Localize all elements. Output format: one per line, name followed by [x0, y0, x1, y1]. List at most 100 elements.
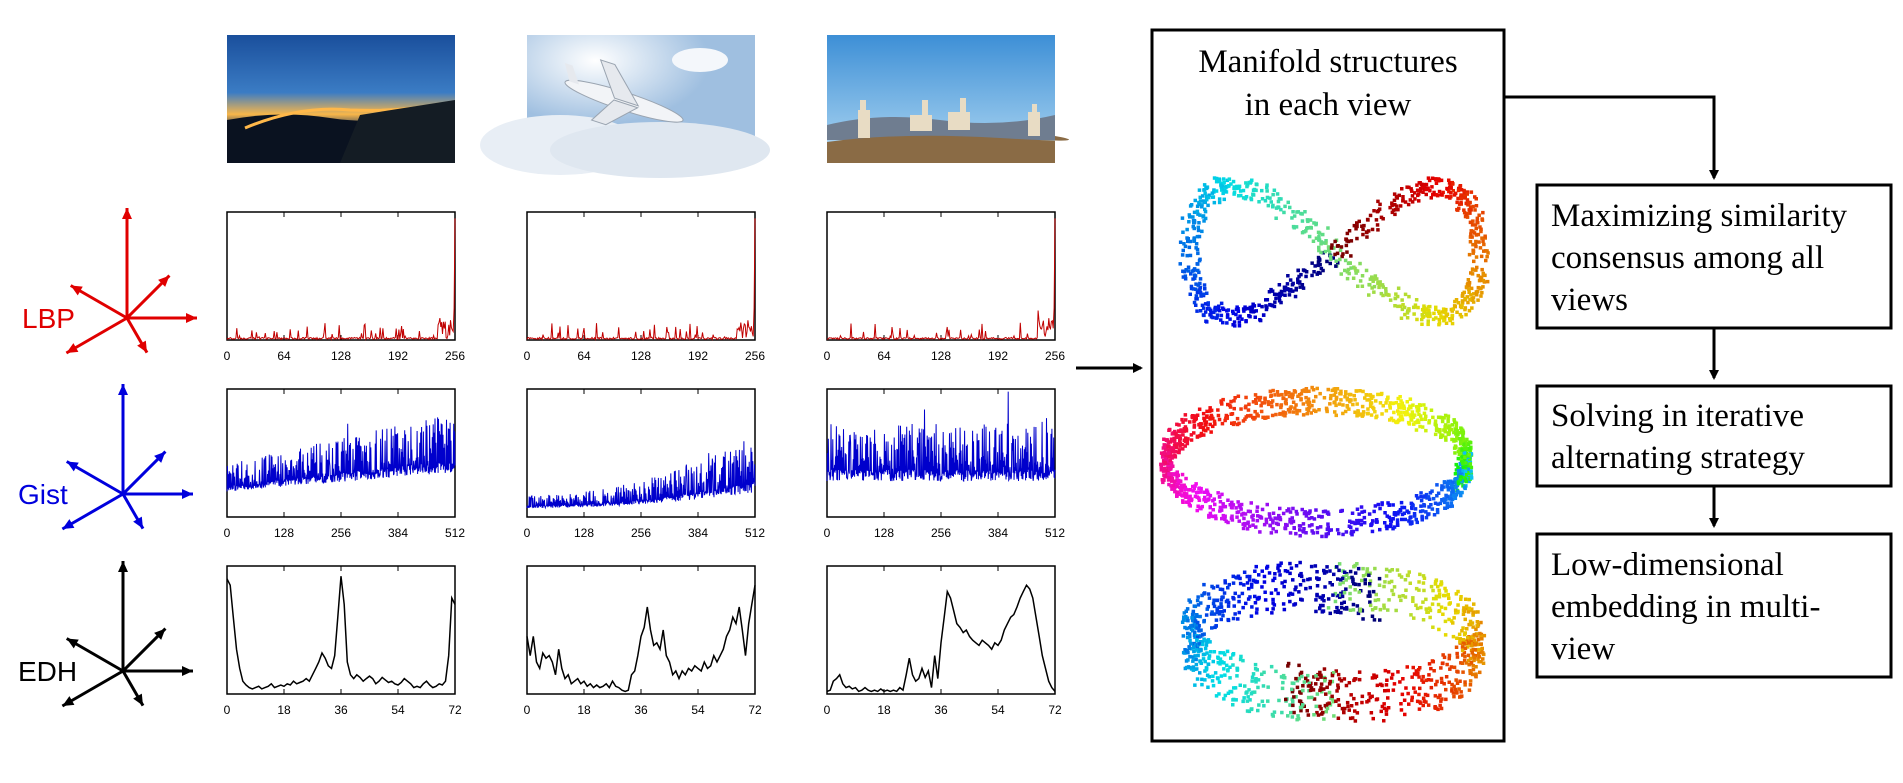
x-tick-label: 64 [277, 349, 291, 363]
feature-axis-arrowhead [133, 693, 143, 706]
chart-lbp-image-2: 0 64 128 192 256 [524, 211, 765, 363]
x-tick-label: 256 [745, 349, 765, 363]
airplane-in-clouds-photo [480, 35, 770, 178]
feature-axis-arrowhead [66, 343, 79, 353]
feature-axis-arrowhead [182, 666, 193, 676]
feature-axis-arrowhead [66, 461, 79, 472]
feature-axis-arrowhead [133, 516, 143, 529]
x-tick-label: 256 [1045, 349, 1065, 363]
svg-text:Solving in iterative: Solving in iterative [1551, 398, 1804, 434]
x-tick-label: 128 [274, 526, 294, 540]
chart-gist-image-2: 0 128 256 384 512 [524, 388, 765, 540]
feature-axis-ray [61, 669, 124, 708]
gist-feature-label: Gist [18, 479, 68, 510]
feature-axis-arrowhead [62, 696, 75, 706]
x-tick-label: 0 [824, 526, 831, 540]
chart-frame [226, 211, 456, 341]
x-tick-label: 0 [524, 349, 531, 363]
x-tick-label: 384 [988, 526, 1008, 540]
lbp-feature-label: LBP [22, 303, 75, 334]
manifold-box-title-line-1: Manifold structures [1198, 44, 1457, 80]
series-line [826, 583, 1056, 693]
flow-arrow-manifolds-to-step-1 [1504, 95, 1719, 180]
feature-axis-arrowhead [70, 285, 83, 296]
x-tick-label: 128 [331, 349, 351, 363]
series-line [226, 576, 456, 690]
feature-axis-ray [65, 316, 128, 355]
chart-lbp-image-1: 0 64 128 192 256 [224, 211, 465, 363]
process-step-iterative-solving: Solving in iterative alternating strateg… [1535, 384, 1893, 488]
edh-feature-icon: EDH [18, 561, 193, 708]
x-tick-label: 36 [934, 703, 948, 717]
x-tick-label: 18 [877, 703, 891, 717]
chart-edh-image-3: 0 18 36 54 72 [824, 565, 1062, 717]
x-tick-label: 54 [691, 703, 705, 717]
x-tick-label: 18 [277, 703, 291, 717]
x-tick-label: 54 [391, 703, 405, 717]
x-tick-label: 64 [877, 349, 891, 363]
x-tick-label: 512 [745, 526, 765, 540]
svg-text:view: view [1551, 631, 1615, 667]
x-tick-label: 72 [1048, 703, 1062, 717]
x-tick-label: 72 [448, 703, 462, 717]
series-line [226, 218, 456, 341]
chart-frame [526, 565, 756, 695]
series-line [826, 218, 1056, 341]
gist-feature-icon: Gist [18, 384, 193, 531]
x-tick-label: 0 [824, 703, 831, 717]
x-tick-label: 36 [634, 703, 648, 717]
svg-text:Low-dimensional: Low-dimensional [1551, 547, 1784, 583]
x-tick-label: 54 [991, 703, 1005, 717]
x-tick-label: 256 [445, 349, 465, 363]
manifold-box-title-line-2: in each view [1245, 87, 1412, 123]
lbp-feature-icon: LBP [22, 208, 197, 355]
chart-lbp-image-3: 0 64 128 192 256 [824, 211, 1065, 363]
chart-frame [526, 211, 756, 341]
x-tick-label: 72 [748, 703, 762, 717]
chart-edh-image-1: 0 18 36 54 72 [224, 565, 462, 717]
x-tick-label: 128 [874, 526, 894, 540]
process-step-maximizing-similarity: Maximizing similarity consensus among al… [1535, 183, 1893, 330]
chart-frame [826, 565, 1056, 695]
chart-gist-image-1: 0 128 256 384 512 [224, 388, 465, 540]
manifold-structures-box: Manifold structures in each view [1150, 28, 1506, 743]
x-tick-label: 256 [331, 526, 351, 540]
series-line [526, 218, 756, 342]
feature-axis-arrowhead [118, 561, 128, 572]
chart-gist-image-3: 0 128 256 384 512 [824, 388, 1065, 540]
chart-edh-image-2: 0 18 36 54 72 [524, 565, 762, 717]
svg-text:Maximizing similarity: Maximizing similarity [1551, 198, 1848, 234]
x-tick-label: 0 [524, 526, 531, 540]
x-tick-label: 512 [1045, 526, 1065, 540]
process-step-low-dimensional-embedding: Low-dimensional embedding in multi- view [1535, 532, 1893, 679]
feature-axis-arrowhead [154, 628, 166, 640]
x-tick-label: 36 [334, 703, 348, 717]
x-tick-label: 64 [577, 349, 591, 363]
edh-feature-label: EDH [18, 656, 77, 687]
chart-frame [826, 211, 1056, 341]
x-tick-label: 256 [931, 526, 951, 540]
x-tick-label: 128 [631, 349, 651, 363]
feature-axis-arrowhead [62, 519, 75, 529]
x-tick-label: 0 [224, 349, 231, 363]
x-tick-label: 384 [688, 526, 708, 540]
series-line [826, 391, 1056, 483]
x-tick-label: 256 [631, 526, 651, 540]
series-line [526, 441, 756, 510]
svg-text:consensus among all: consensus among all [1551, 240, 1824, 276]
x-tick-label: 512 [445, 526, 465, 540]
x-tick-label: 192 [688, 349, 708, 363]
figure-eight-manifold [1178, 176, 1490, 328]
feature-axis-arrowhead [118, 384, 128, 395]
x-tick-label: 128 [574, 526, 594, 540]
feature-axis-arrowhead [154, 451, 166, 463]
x-tick-label: 384 [388, 526, 408, 540]
x-tick-label: 192 [388, 349, 408, 363]
x-tick-label: 192 [988, 349, 1008, 363]
alpacas-on-hill-photo [827, 35, 1069, 163]
x-tick-label: 0 [224, 703, 231, 717]
coastal-city-sunset-photo [227, 35, 455, 163]
x-tick-label: 128 [931, 349, 951, 363]
svg-text:embedding in multi-: embedding in multi- [1551, 589, 1820, 625]
